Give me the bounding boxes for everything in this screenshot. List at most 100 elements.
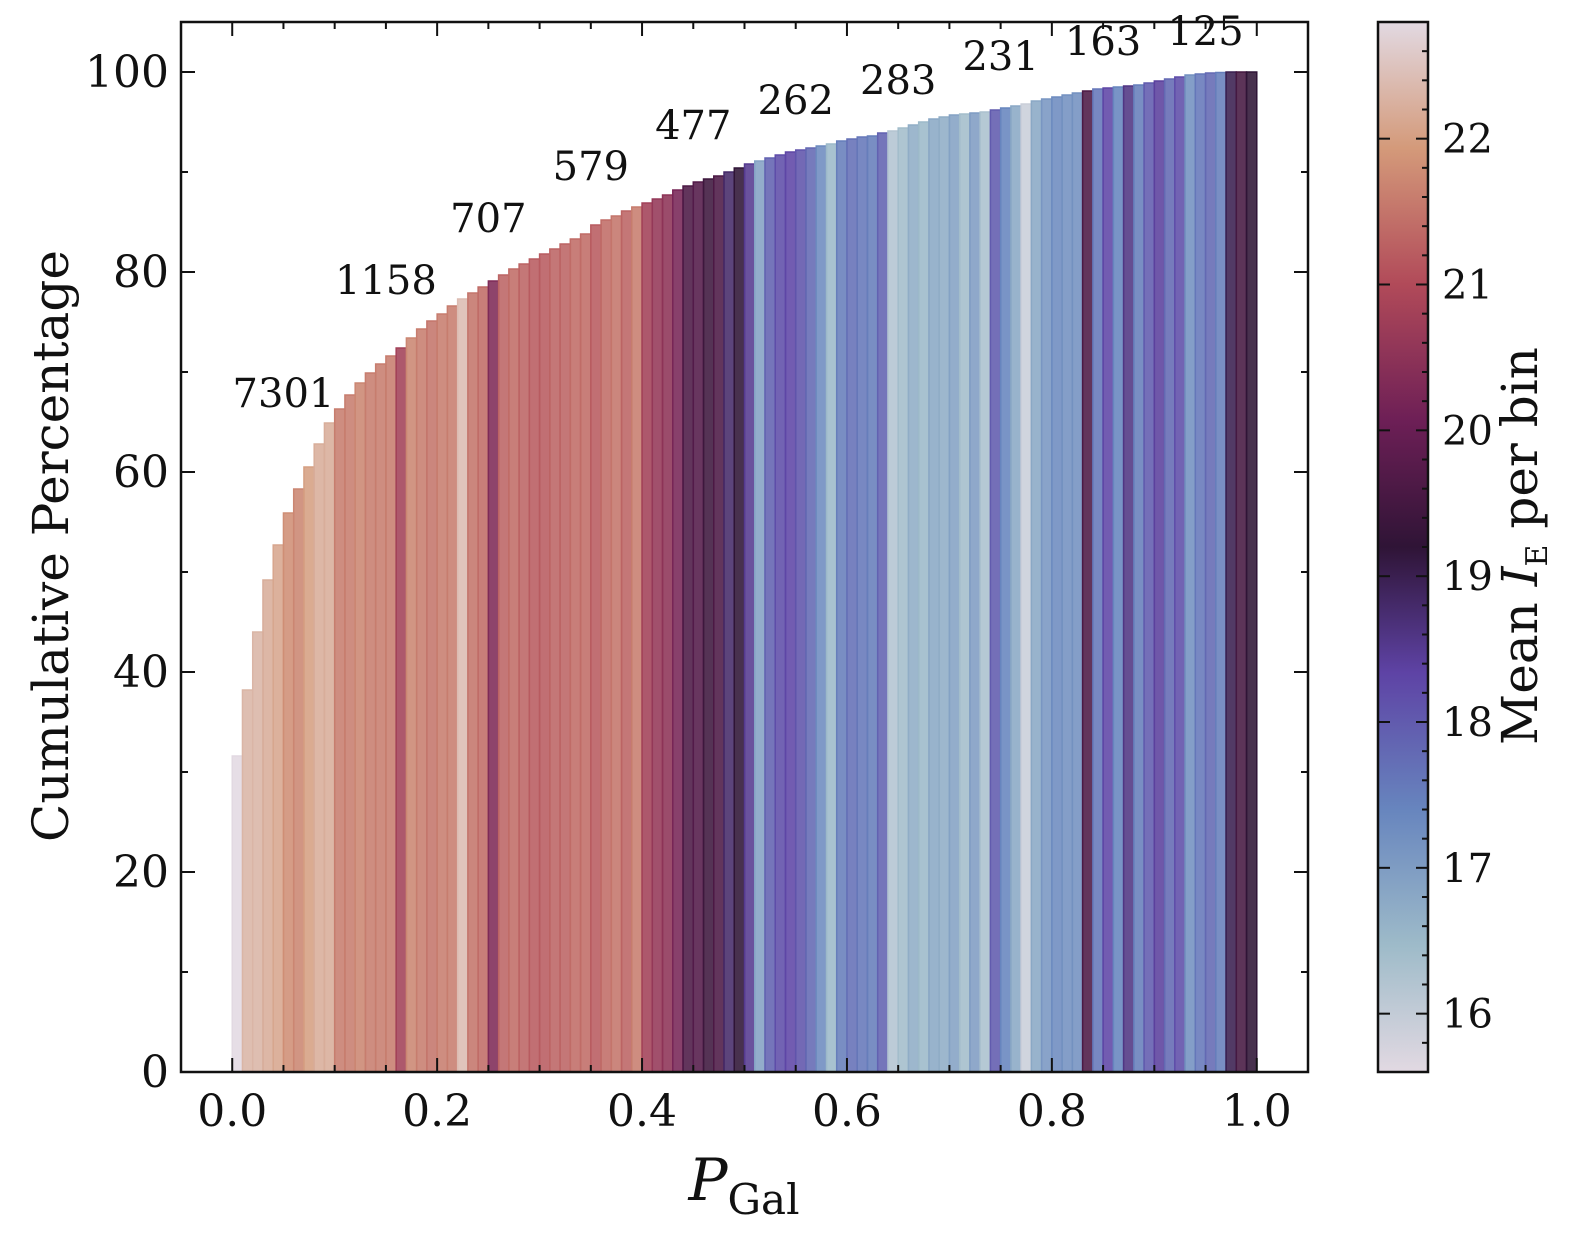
histogram-bar <box>743 163 756 1073</box>
histogram-bar <box>395 347 408 1073</box>
y-tick-label: 100 <box>85 47 169 98</box>
histogram-bar <box>241 689 254 1073</box>
histogram-bar <box>374 363 387 1073</box>
bin-count-label: 707 <box>450 196 526 242</box>
colorbar-tick-label: 16 <box>1442 992 1493 1038</box>
histogram-bar <box>559 243 572 1073</box>
y-axis-title: Cumulative Percentage <box>22 250 80 842</box>
histogram-bar <box>651 198 664 1073</box>
x-tick-label: 1.0 <box>1222 1086 1292 1137</box>
histogram-bar <box>1235 71 1248 1073</box>
histogram-bar <box>282 512 295 1073</box>
histogram-bar <box>610 215 623 1073</box>
histogram-bar <box>958 113 971 1073</box>
histogram-bar <box>1061 94 1074 1073</box>
histogram-bar <box>323 422 336 1073</box>
bin-count-label: 283 <box>860 58 936 104</box>
histogram-bar <box>1102 87 1115 1073</box>
histogram-bar <box>1245 71 1258 1073</box>
bin-count-label: 262 <box>758 78 834 124</box>
histogram-bar <box>631 206 643 1073</box>
colorbar-tick-label: 19 <box>1442 554 1493 600</box>
histogram-bar <box>1174 76 1186 1073</box>
histogram-bar <box>1092 88 1104 1073</box>
histogram-bar <box>344 394 356 1073</box>
y-tick-label: 20 <box>113 847 169 898</box>
histogram-bar <box>313 443 326 1073</box>
histogram-bar <box>1071 92 1084 1073</box>
histogram-bar <box>1143 82 1156 1073</box>
y-tick-label: 0 <box>141 1047 169 1098</box>
histogram-bar <box>846 138 858 1073</box>
histogram-bar <box>354 382 367 1073</box>
histogram-bar <box>1020 103 1033 1073</box>
histogram-bar <box>794 149 807 1073</box>
histogram-bar <box>1030 100 1043 1073</box>
colorbar-tick-label: 21 <box>1442 263 1493 309</box>
histogram-bar <box>1184 74 1197 1073</box>
histogram-bar <box>1010 105 1022 1073</box>
histogram-bar <box>661 194 674 1073</box>
histogram-bar <box>1133 84 1145 1073</box>
histogram-bar <box>436 313 449 1073</box>
histogram-bar <box>907 124 920 1073</box>
histogram-bar <box>1153 80 1166 1073</box>
x-tick-label: 0.4 <box>607 1086 677 1137</box>
histogram-bar <box>897 127 910 1073</box>
histogram-bar <box>1215 71 1227 1073</box>
histogram-bar <box>426 320 438 1073</box>
histogram-bar <box>456 298 469 1073</box>
histogram-bar <box>1194 73 1207 1073</box>
x-tick-label: 0.0 <box>197 1086 267 1137</box>
histogram-bar <box>969 112 981 1073</box>
bars-group <box>231 71 1258 1073</box>
x-tick-label: 0.8 <box>1017 1086 1087 1137</box>
histogram-bar <box>887 130 899 1073</box>
histogram-bar <box>989 109 1002 1073</box>
histogram-bar <box>1040 98 1053 1073</box>
x-tick-label: 0.6 <box>812 1086 882 1137</box>
histogram-bar <box>303 466 315 1073</box>
histogram-bar <box>938 116 951 1073</box>
y-tick-label: 40 <box>113 647 169 698</box>
histogram-bar <box>292 488 305 1073</box>
histogram-bar <box>917 121 930 1073</box>
histogram-bar <box>518 263 531 1073</box>
histogram-bar <box>866 135 879 1073</box>
histogram-bar <box>672 189 684 1073</box>
colorbar-tick-label: 22 <box>1442 117 1493 163</box>
histogram-bar <box>723 171 736 1073</box>
histogram-bar <box>753 160 766 1073</box>
histogram-bar <box>497 274 510 1073</box>
histogram-bar <box>928 118 940 1073</box>
bin-count-label: 579 <box>553 144 629 190</box>
histogram-bar <box>1225 71 1238 1073</box>
bin-count-label: 125 <box>1167 9 1243 55</box>
colorbar-title: Mean IE per bin <box>1491 347 1555 745</box>
bin-count-label: 1158 <box>335 258 437 304</box>
histogram-bar <box>549 248 561 1073</box>
histogram-bar <box>467 292 479 1073</box>
histogram-bar <box>405 337 418 1073</box>
histogram-bar <box>590 224 602 1073</box>
histogram-bar <box>508 268 520 1073</box>
histogram-bar <box>620 210 633 1073</box>
histogram-bar <box>333 408 346 1073</box>
histogram-bar <box>825 143 838 1073</box>
histogram-bar <box>579 233 592 1073</box>
histogram-bar <box>262 579 274 1073</box>
histogram-bar <box>487 280 500 1073</box>
histogram-bar <box>538 253 551 1073</box>
colorbar <box>1376 20 1430 1074</box>
histogram-bar <box>713 175 725 1073</box>
histogram-bar <box>415 328 428 1073</box>
bin-count-label: 231 <box>962 34 1038 80</box>
histogram-bar <box>364 372 377 1073</box>
histogram-bar <box>805 147 817 1073</box>
histogram-bar <box>1081 90 1094 1073</box>
histogram-bar <box>385 355 397 1073</box>
histogram-bar <box>784 151 797 1073</box>
histogram-bar <box>856 136 869 1073</box>
bin-count-label: 477 <box>655 103 731 149</box>
